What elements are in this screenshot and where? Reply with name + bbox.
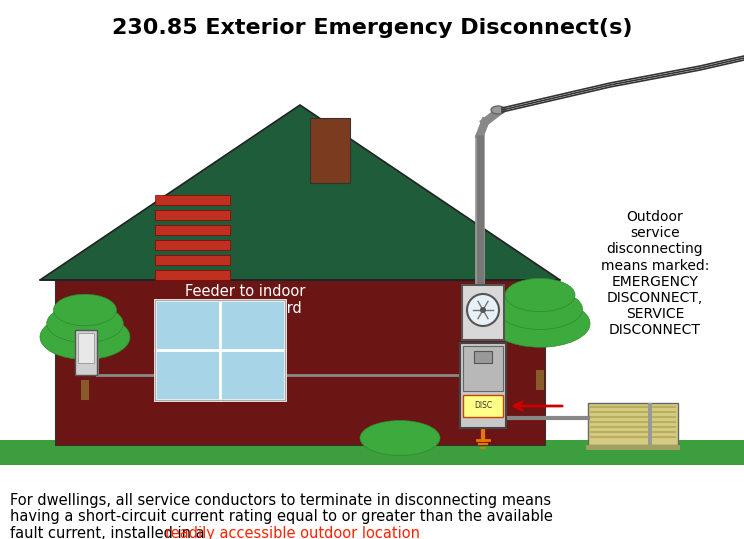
- Bar: [155, 210, 230, 220]
- Bar: [75, 330, 97, 375]
- Ellipse shape: [491, 106, 505, 114]
- Text: Feeder to indoor
sub-panelboard: Feeder to indoor sub-panelboard: [185, 284, 305, 316]
- Bar: [310, 118, 350, 183]
- Bar: [463, 346, 503, 391]
- Bar: [460, 343, 506, 428]
- Bar: [0, 440, 744, 465]
- Bar: [155, 270, 230, 280]
- Text: fault current, installed in a: fault current, installed in a: [10, 526, 209, 539]
- Bar: [81, 380, 89, 400]
- Bar: [78, 333, 94, 363]
- Text: For dwellings, all service conductors to terminate in disconnecting means: For dwellings, all service conductors to…: [10, 493, 551, 508]
- Ellipse shape: [490, 300, 590, 347]
- Bar: [155, 255, 230, 265]
- Ellipse shape: [40, 314, 130, 360]
- Bar: [586, 445, 680, 450]
- Bar: [55, 280, 545, 445]
- Text: 230.85 Exterior Emergency Disconnect(s): 230.85 Exterior Emergency Disconnect(s): [112, 18, 632, 38]
- Text: Outdoor
service
disconnecting
means marked:
EMERGENCY
DISCONNECT,
SERVICE
DISCON: Outdoor service disconnecting means mark…: [601, 210, 709, 337]
- Bar: [463, 395, 503, 417]
- Bar: [155, 225, 230, 235]
- Bar: [462, 285, 504, 340]
- Ellipse shape: [360, 420, 440, 455]
- Text: DISC: DISC: [474, 402, 492, 411]
- Circle shape: [467, 294, 499, 326]
- Ellipse shape: [54, 294, 117, 326]
- Ellipse shape: [47, 305, 124, 343]
- Bar: [155, 195, 230, 205]
- Bar: [155, 300, 285, 400]
- Bar: [155, 240, 230, 250]
- Circle shape: [480, 307, 486, 313]
- Bar: [474, 351, 492, 363]
- Ellipse shape: [498, 289, 583, 329]
- Bar: [155, 300, 285, 400]
- Bar: [588, 403, 678, 445]
- Text: having a short-circuit current rating equal to or greater than the available: having a short-circuit current rating eq…: [10, 509, 553, 524]
- Text: readily accessible outdoor location: readily accessible outdoor location: [165, 526, 420, 539]
- Ellipse shape: [505, 278, 575, 312]
- Polygon shape: [40, 105, 560, 280]
- Bar: [648, 403, 652, 445]
- Bar: [536, 370, 544, 390]
